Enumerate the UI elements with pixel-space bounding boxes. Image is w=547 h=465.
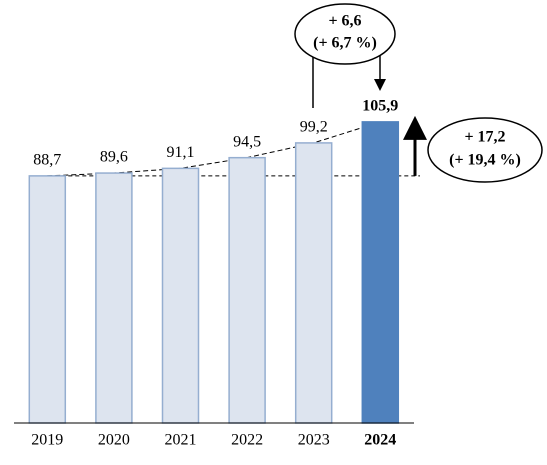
x-tick-label: 2021 xyxy=(165,432,197,449)
bar xyxy=(294,142,333,424)
annotation-bubble xyxy=(294,3,396,65)
value-label: 88,7 xyxy=(33,152,61,169)
bar xyxy=(161,167,200,424)
value-label: 105,9 xyxy=(362,98,398,115)
x-tick-label: 2023 xyxy=(298,432,330,449)
x-tick-label: 2020 xyxy=(98,432,130,449)
bar xyxy=(361,121,400,424)
annotation-bubble xyxy=(427,117,543,183)
x-tick-label: 2024 xyxy=(364,432,396,449)
bar xyxy=(28,175,67,424)
annotation-text: (+ 6,7 %) xyxy=(313,35,377,52)
value-label: 99,2 xyxy=(300,119,328,136)
x-tick-label: 2019 xyxy=(31,432,63,449)
annotation-text: + 17,2 xyxy=(464,129,505,146)
bar xyxy=(228,156,266,424)
trend-line xyxy=(47,121,381,177)
annotation-text: + 6,6 xyxy=(328,13,361,30)
annotation-text: (+ 19,4 %) xyxy=(449,152,521,169)
value-label: 94,5 xyxy=(233,133,261,150)
bar xyxy=(95,172,133,424)
value-label: 89,6 xyxy=(100,149,128,166)
value-label: 91,1 xyxy=(167,144,195,161)
x-tick-label: 2022 xyxy=(231,432,263,449)
